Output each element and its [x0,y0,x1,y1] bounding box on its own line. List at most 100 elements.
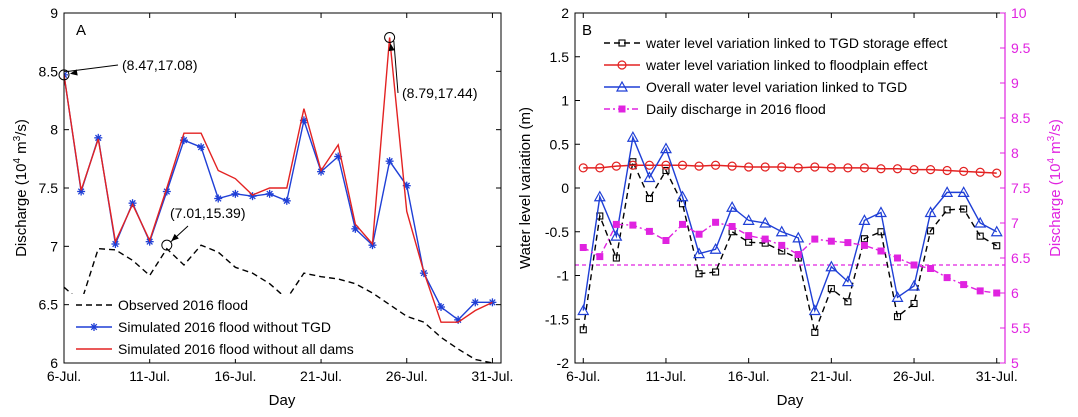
data-point-b-0 [712,268,720,276]
data-point-b-3 [976,287,984,295]
data-point-a-1-d2 [369,241,376,249]
data-point-a-1-d2 [112,240,119,248]
data-point-b-0 [993,242,1001,250]
legend-a-label-0: Observed 2016 flood [118,297,248,313]
legend-b-label-1: water level variation linked to floodpla… [645,57,928,73]
data-point-b-0 [893,313,902,321]
data-point-b-1 [644,160,655,170]
annotation-arrow [393,40,399,94]
x-tick-label-a: 16-Jul. [214,368,256,384]
data-point-a-1-d2 [283,197,291,205]
data-point-b-3 [993,289,1001,297]
y-tick-label-a: 9 [50,5,58,21]
data-point-b-2 [924,206,937,218]
data-point-a-1-d2 [437,303,445,311]
y-tick-right-label-b: 9.5 [1011,40,1031,56]
series-line-b-2 [582,134,998,313]
data-point-a-1 [282,196,291,205]
x-tick-label-b: 31-Jul. [976,368,1018,384]
x-tick-label-a: 31-Jul. [471,368,513,384]
y-tick-label-b: 1.5 [550,49,570,65]
y-axis-right-label-b: Discharge (104 m3/s) [1046,119,1064,257]
data-point-b-3 [778,241,786,249]
data-point-b-3 [712,218,720,226]
data-point-b-0 [662,166,670,175]
data-point-b-2 [891,291,904,302]
data-point-b-2 [709,243,722,254]
data-point-b-1 [892,164,903,174]
chart-panel-a: 6-Jul. 11-Jul. 16-Jul. 21-Jul. 26-Jul. 31-Jul… [12,5,513,409]
legend-b-marker-0 [618,39,626,47]
data-point-b-2 [874,206,887,218]
data-point-a-1-d2 [300,117,308,124]
data-point-b-1 [793,163,803,173]
legend-b-label-3: Daily discharge in 2016 flood [646,101,826,117]
data-point-a-1 [351,224,360,233]
legend-a-bg [70,294,370,359]
data-point-a-1-d2 [266,190,273,198]
data-point-b-1 [694,161,704,171]
legend-b: water level variation linked to TGD stor… [598,30,996,120]
panel-label-b: B [582,22,592,39]
legend-a-label-1: Simulated 2016 flood without TGD [118,319,331,335]
y-tick-right-label-b: 7.5 [1011,180,1031,196]
data-point-b-2 [676,190,689,202]
legend-b-bg [598,30,996,120]
x-tick-label-b: 11-Jul. [645,368,686,384]
data-point-b-3 [910,261,918,269]
data-point-b-0 [877,228,885,236]
data-point-b-1 [925,165,936,175]
data-point-b-0 [695,270,703,278]
y-tick-label-b: 0.5 [550,136,570,152]
data-point-b-0 [927,227,935,235]
data-point-b-2 [974,216,987,228]
data-point-b-3 [827,237,835,245]
data-point-b-1 [727,161,737,171]
y-tick-label-a: 6.5 [39,297,59,313]
data-point-b-2 [792,231,805,243]
y-tick-label-b: -1.5 [545,311,569,327]
data-point-b-3 [612,220,620,228]
annotation-marker [384,32,396,43]
data-point-a-1 [231,189,240,198]
x-axis-label-b: Day [777,392,804,409]
data-point-b-1 [843,163,853,173]
x-tick-label-b: 26-Jul. [893,368,935,384]
data-point-b-3 [728,223,736,230]
series-line-b-3 [582,221,997,294]
data-point-b-0 [976,232,984,240]
panel-label-a: A [76,22,86,39]
series-line-b-0 [582,159,998,335]
data-point-a-1-d2 [214,195,222,202]
data-point-b-0 [910,299,918,308]
data-point-b-2 [593,190,606,202]
annotation-marker [161,239,173,251]
legend-a-label-2: Simulated 2016 flood without all dams [118,341,354,357]
data-point-b-1 [975,167,985,177]
y-tick-label-b: 2 [561,5,569,21]
annotation-arrowhead [69,69,78,76]
data-point-b-3 [761,235,769,243]
data-point-b-1 [710,160,721,170]
y-tick-label-b: 0 [561,180,569,196]
x-tick-label-b: 6-Jul. [566,368,600,384]
y-tick-label-b: -2 [557,355,570,371]
data-point-b-1 [661,160,671,170]
y-tick-label-b: 1 [561,93,569,109]
legend-b-marker-2 [615,80,629,92]
data-point-b-1 [876,164,886,174]
data-point-b-3 [679,220,686,228]
data-point-b-2 [908,279,921,291]
legend-b-label-0: water level variation linked to TGD stor… [645,35,948,51]
annotation-label: (8.79,17.44) [402,85,478,101]
y-tick-label-b: -1 [557,268,570,284]
y-tick-label-a: 7 [50,238,58,254]
data-point-b-2 [858,214,871,225]
x-tick-label-a: 26-Jul. [386,368,428,384]
annotation-label: (8.47,17.08) [122,57,198,73]
data-point-a-1 [94,133,103,142]
data-point-b-1 [760,162,770,172]
data-point-b-0 [827,285,835,293]
data-point-a-1 [179,136,188,145]
data-point-b-1 [578,163,588,173]
